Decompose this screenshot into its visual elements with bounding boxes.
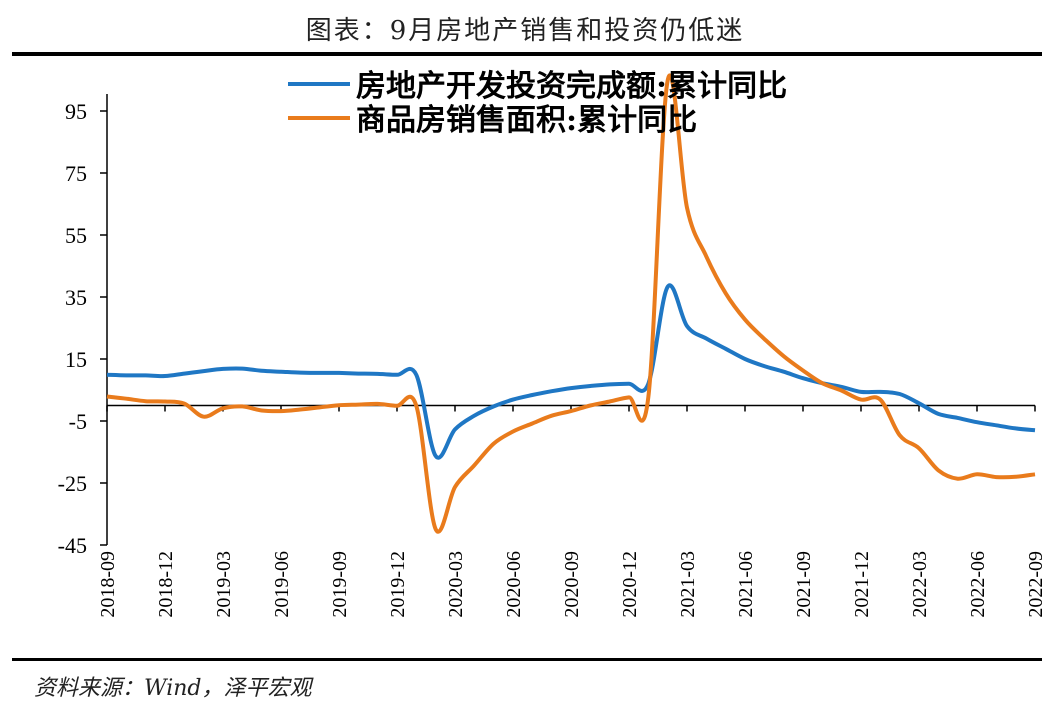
x-tick-label: 2022-09 bbox=[1025, 551, 1047, 618]
x-tick-label: 2022-06 bbox=[967, 551, 989, 618]
series-layer bbox=[106, 73, 1036, 534]
legend-label-investment: 房地产开发投资完成额:累计同比 bbox=[356, 69, 787, 104]
y-axis: 95 75 55 35 15 -5 -25 -45 bbox=[58, 94, 108, 558]
y-tick-label: -45 bbox=[58, 533, 87, 558]
source-note: 资料来源：Wind，泽平宏观 bbox=[34, 676, 312, 701]
x-tick-label: 2020-03 bbox=[445, 551, 467, 618]
y-tick-label: 15 bbox=[65, 347, 87, 372]
legend-label-sales: 商品房销售面积:累计同比 bbox=[356, 103, 697, 138]
x-tick-label: 2019-09 bbox=[329, 551, 351, 618]
x-tick-label: 2020-09 bbox=[561, 551, 583, 618]
bottom-rule bbox=[12, 658, 1042, 661]
x-axis: 2018-09 2018-12 2019-03 2019-06 2019-09 2019-… bbox=[97, 404, 1047, 618]
y-tick-label: -25 bbox=[58, 471, 87, 496]
x-tick-label: 2018-09 bbox=[97, 551, 119, 618]
y-tick-label: 75 bbox=[65, 161, 87, 186]
series-line-sales bbox=[106, 73, 1036, 534]
series-line-investment bbox=[106, 283, 1036, 460]
top-rule bbox=[12, 52, 1042, 56]
y-tick-label: -5 bbox=[69, 409, 87, 434]
x-tick-label: 2020-12 bbox=[619, 551, 641, 618]
x-tick-label: 2021-12 bbox=[851, 551, 873, 618]
y-tick-label: 35 bbox=[65, 285, 87, 310]
x-tick-label: 2019-06 bbox=[271, 551, 293, 618]
y-tick-label: 55 bbox=[65, 223, 87, 248]
chart-title: 图表：9月房地产销售和投资仍低迷 bbox=[305, 16, 745, 46]
x-tick-label: 2021-06 bbox=[735, 551, 757, 618]
x-tick-label: 2020-06 bbox=[503, 551, 525, 618]
x-tick-label: 2021-09 bbox=[793, 551, 815, 618]
x-tick-label: 2021-03 bbox=[677, 551, 699, 618]
x-tick-label: 2022-03 bbox=[909, 551, 931, 618]
legend: 房地产开发投资完成额:累计同比 商品房销售面积:累计同比 bbox=[288, 69, 787, 138]
x-tick-label: 2019-12 bbox=[387, 551, 409, 618]
x-tick-label: 2018-12 bbox=[155, 551, 177, 618]
x-tick-label: 2019-03 bbox=[213, 551, 235, 618]
y-tick-label: 95 bbox=[65, 99, 87, 124]
